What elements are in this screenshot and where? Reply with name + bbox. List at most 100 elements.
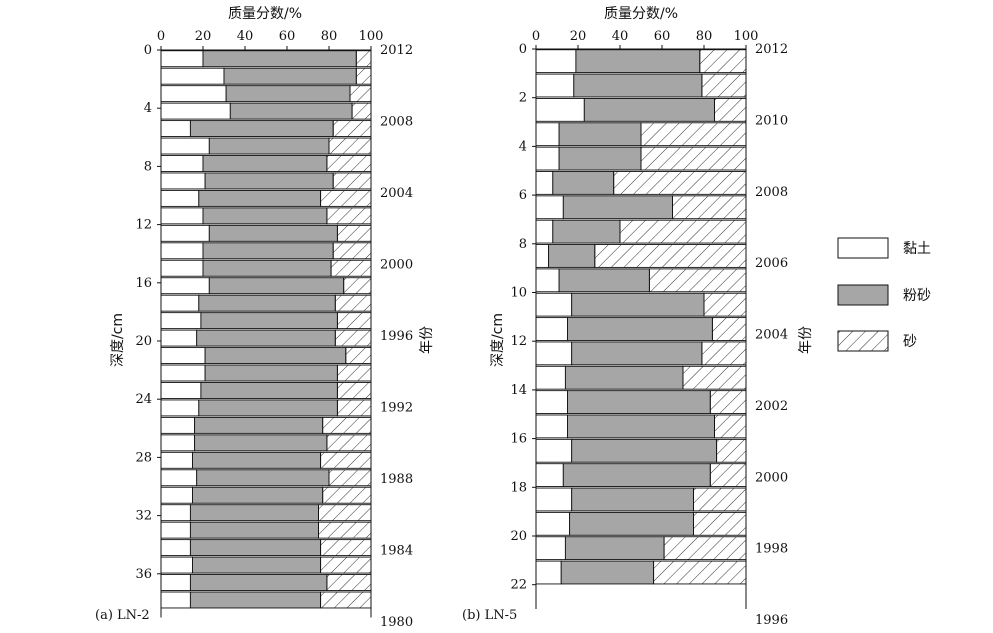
bar-sand bbox=[693, 511, 747, 536]
bar-silt bbox=[225, 85, 351, 103]
bar-clay bbox=[160, 172, 206, 190]
bar-sand bbox=[318, 521, 372, 539]
bar-sand bbox=[709, 463, 747, 488]
bar-sand bbox=[343, 277, 372, 295]
panel-ln5: 质量分数/% 0 20 40 60 80 100 0246810121416182022 … bbox=[462, 6, 814, 628]
bar-sand bbox=[336, 364, 372, 382]
depth-tick-label: 12 bbox=[510, 334, 527, 349]
bar-silt bbox=[567, 317, 713, 341]
bar-sand bbox=[336, 382, 372, 399]
year-tick-label: 1988 bbox=[380, 472, 413, 487]
bar-clay bbox=[160, 155, 204, 172]
bar-clay bbox=[535, 463, 564, 488]
bar-silt bbox=[189, 120, 334, 137]
year-tick-label: 1984 bbox=[380, 544, 413, 559]
bar-silt bbox=[562, 463, 711, 488]
bar-clay bbox=[160, 347, 206, 364]
bar-clay bbox=[535, 171, 554, 195]
bar-clay bbox=[160, 486, 193, 504]
bar-sand bbox=[326, 155, 372, 172]
bar-sand bbox=[648, 268, 747, 293]
bar-silt bbox=[196, 329, 336, 347]
bar-sand bbox=[326, 574, 372, 591]
x-tick-label: 20 bbox=[570, 29, 587, 44]
bar-clay bbox=[535, 536, 566, 561]
x-tick-label: 40 bbox=[237, 29, 254, 44]
depth-tick-label: 20 bbox=[510, 529, 527, 544]
bar-clay bbox=[160, 207, 204, 225]
bar-clay bbox=[535, 292, 573, 317]
bar-sand bbox=[351, 102, 372, 120]
bar-clay bbox=[160, 591, 191, 609]
depth-tick-label: 16 bbox=[135, 276, 152, 291]
bar-silt bbox=[202, 155, 328, 172]
bar-clay bbox=[535, 560, 562, 585]
bar-clay bbox=[160, 294, 200, 312]
bar-clay bbox=[160, 504, 191, 522]
bar-sand bbox=[345, 347, 372, 364]
legend-label-sand: 砂 bbox=[903, 334, 917, 350]
bar-sand bbox=[336, 399, 372, 417]
bar-sand bbox=[349, 85, 372, 103]
bar-sand bbox=[318, 504, 372, 522]
bar-clay bbox=[535, 219, 554, 244]
bar-silt bbox=[575, 49, 701, 74]
x-tick-label: 60 bbox=[654, 29, 671, 44]
bar-sand bbox=[336, 312, 372, 330]
bar-sand bbox=[594, 244, 747, 268]
bar-clay bbox=[535, 73, 575, 98]
year-tick-label: 2012 bbox=[755, 42, 788, 57]
depth-tick-label: 14 bbox=[510, 383, 527, 398]
depth-tick-label: 12 bbox=[135, 218, 152, 233]
year-axis-title: 年份 bbox=[798, 326, 814, 354]
year-tick-label: 2000 bbox=[380, 258, 413, 273]
year-tick-label: 1992 bbox=[380, 401, 413, 416]
bar-silt bbox=[562, 195, 673, 220]
bar-sand bbox=[693, 487, 747, 512]
bar-silt bbox=[571, 292, 705, 317]
axes-frame bbox=[160, 46, 372, 618]
bar-clay bbox=[535, 414, 568, 439]
bars bbox=[160, 50, 372, 609]
x-tick-label: 0 bbox=[157, 29, 165, 44]
x-tick-labels: 0 20 40 60 80 100 bbox=[532, 29, 759, 44]
bar-silt bbox=[194, 434, 328, 452]
bar-silt bbox=[571, 438, 718, 463]
bar-sand bbox=[355, 50, 372, 68]
bar-clay bbox=[160, 312, 202, 330]
depth-tick-label: 4 bbox=[144, 101, 152, 116]
bar-sand bbox=[320, 591, 372, 609]
bar-silt bbox=[564, 365, 684, 390]
bar-clay bbox=[535, 97, 585, 122]
bars bbox=[535, 49, 747, 585]
bar-silt bbox=[229, 102, 353, 120]
bar-clay bbox=[535, 511, 571, 536]
bar-sand bbox=[711, 317, 747, 341]
bar-silt bbox=[198, 189, 322, 207]
year-tick-label: 2004 bbox=[755, 328, 788, 343]
depth-tick-label: 0 bbox=[144, 43, 152, 58]
bar-sand bbox=[332, 120, 372, 137]
bar-silt bbox=[208, 224, 338, 242]
depth-tick-label: 18 bbox=[510, 480, 527, 495]
x-axis-title: 质量分数/% bbox=[228, 6, 302, 22]
depth-tick-label: 4 bbox=[519, 139, 527, 154]
panel-ln2: 质量分数/% 0 20 40 60 80 100 0 4 8 12 16 20 24 28 32 36 20… bbox=[95, 6, 435, 630]
panel-label: (b) LN-5 bbox=[462, 608, 517, 623]
year-tick-label: 2002 bbox=[755, 399, 788, 414]
bar-sand bbox=[326, 207, 372, 225]
year-tick-label: 1980 bbox=[380, 615, 413, 630]
bar-clay bbox=[160, 399, 200, 417]
bar-clay bbox=[535, 487, 573, 512]
bar-silt bbox=[564, 536, 665, 561]
legend-swatch-clay bbox=[837, 237, 889, 259]
bar-sand bbox=[699, 49, 747, 74]
bar-sand bbox=[682, 365, 747, 390]
bar-silt bbox=[204, 364, 338, 382]
bar-silt bbox=[223, 67, 357, 85]
bar-clay bbox=[160, 539, 191, 557]
year-tick-label: 2000 bbox=[755, 470, 788, 485]
bar-silt bbox=[189, 539, 322, 557]
bar-sand bbox=[328, 469, 372, 487]
x-tick-label: 60 bbox=[279, 29, 296, 44]
